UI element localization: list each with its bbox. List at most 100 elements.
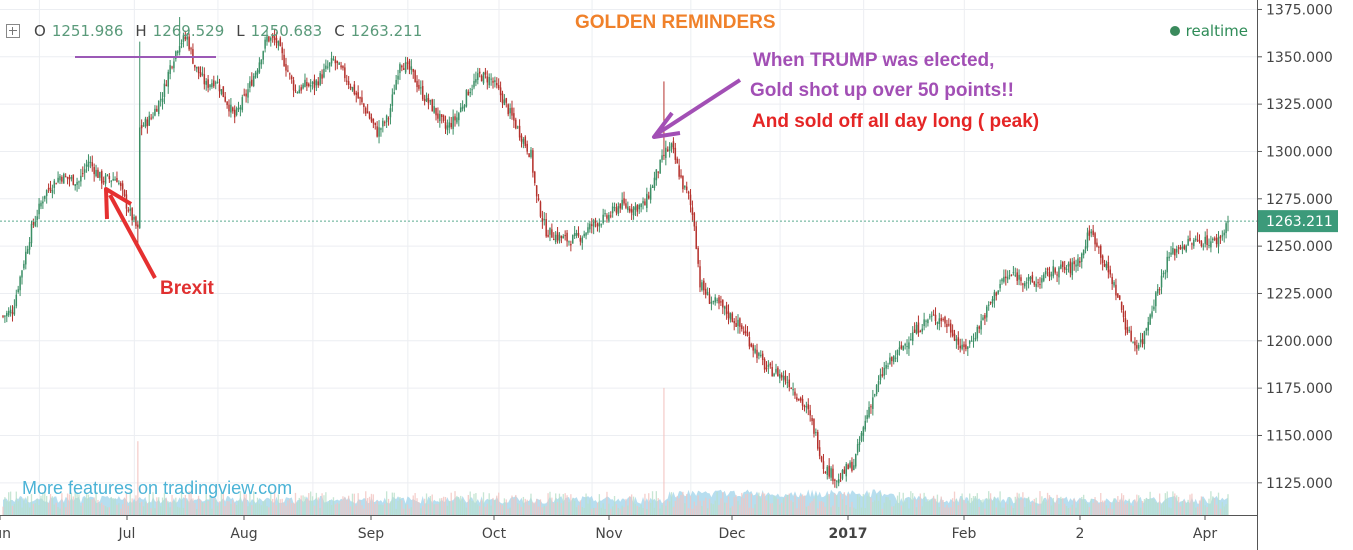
volume-bar	[644, 493, 646, 515]
volume-bar	[477, 504, 479, 515]
candle-body	[936, 321, 939, 324]
candle-body	[176, 51, 179, 54]
volume-bar	[894, 503, 897, 515]
volume-bar	[1094, 497, 1096, 515]
candle-body	[799, 397, 802, 401]
volume-bar	[228, 501, 230, 515]
candle-body	[615, 207, 618, 213]
volume-bar	[522, 496, 525, 515]
volume-bar	[1086, 503, 1089, 515]
candle-body	[264, 39, 266, 49]
volume-bar	[272, 498, 274, 515]
candle-body	[359, 97, 361, 99]
volume-bar	[762, 492, 764, 515]
candle-body	[919, 331, 922, 333]
candle-body	[501, 93, 504, 104]
volume-bar	[915, 507, 918, 515]
volume-bar	[1145, 497, 1147, 515]
candle-body	[790, 388, 792, 390]
price-tick-label: 1250.000	[1266, 239, 1333, 255]
volume-bar	[843, 492, 846, 515]
candle-body	[657, 171, 659, 173]
volume-bar	[499, 504, 502, 515]
candle-body	[471, 89, 473, 91]
volume-bar	[562, 494, 564, 515]
candle-body	[296, 92, 299, 94]
volume-bar	[1200, 496, 1203, 515]
candle-body	[948, 324, 950, 326]
volume-bar	[866, 495, 868, 515]
price-axis[interactable]: 1375.000 1350.000 1325.000 1300.000 1275.000…	[1257, 0, 1353, 550]
candle-body	[1012, 272, 1015, 274]
volume-bar	[1176, 495, 1178, 515]
volume-bar	[1079, 499, 1081, 515]
volume-bar	[342, 496, 344, 515]
candle-body	[1073, 261, 1075, 265]
volume-bar	[619, 508, 621, 515]
last-price-label: 1263.211	[1258, 210, 1338, 233]
candle-body	[877, 381, 880, 385]
candle-body	[1193, 239, 1195, 247]
candle-body	[986, 306, 988, 318]
candle-body	[744, 330, 747, 334]
time-tick-label: Apr	[1193, 526, 1217, 542]
volume-bar	[824, 506, 827, 515]
plus-icon[interactable]	[6, 24, 20, 38]
time-axis[interactable]: Jun Jul Aug Sep Oct Nov Dec 2017 Feb 2 Apr	[0, 515, 1257, 550]
volume-bar	[629, 496, 631, 515]
volume-bar	[773, 495, 775, 515]
volume-bar	[496, 495, 498, 515]
volume-bar	[889, 500, 891, 515]
candle-body	[1103, 263, 1106, 267]
volume-bar	[494, 499, 496, 515]
volume-bar	[385, 491, 388, 515]
volume-bar	[1122, 495, 1125, 515]
candle-body	[127, 209, 130, 212]
volume-bar	[1132, 506, 1134, 515]
volume-bar	[680, 494, 682, 515]
volume-bar	[560, 503, 563, 515]
candle-body	[649, 187, 652, 200]
candle-body	[156, 108, 158, 112]
volume-bar	[600, 507, 602, 515]
candle-body	[11, 312, 14, 315]
candle-body	[108, 176, 111, 180]
volume-bar	[695, 505, 697, 515]
candle-body	[1008, 275, 1011, 277]
candle-body	[383, 122, 386, 124]
volume-bar	[420, 508, 422, 515]
candle-body	[45, 190, 48, 197]
candle-body	[1096, 242, 1098, 247]
candle-body	[355, 92, 358, 95]
candle-body	[860, 433, 863, 441]
volume-bar	[1012, 508, 1015, 515]
candle-body	[456, 117, 458, 123]
candle-body	[773, 373, 775, 377]
candle-body	[224, 96, 226, 102]
candle-body	[1027, 277, 1030, 282]
candle-body	[691, 207, 694, 215]
volume-bar	[1198, 500, 1201, 515]
volume-bar	[856, 494, 859, 515]
candle-body	[845, 464, 848, 477]
candle-body	[1090, 231, 1093, 234]
volume-bar	[163, 492, 166, 515]
candle-body	[287, 70, 289, 72]
volume-bar	[942, 500, 944, 515]
candle-body	[28, 242, 31, 250]
volume-bar	[235, 505, 238, 515]
candle-body	[433, 106, 435, 113]
volume-bar	[106, 507, 109, 515]
candle-body	[602, 214, 604, 224]
volume-bar	[663, 387, 665, 515]
volume-bar	[99, 503, 101, 515]
candle-body	[1077, 258, 1079, 267]
candle-body	[1005, 276, 1007, 279]
tradingview-watermark[interactable]: More features on tradingview.com	[22, 478, 293, 498]
volume-bar	[589, 499, 591, 515]
volume-bar	[473, 493, 475, 515]
candle-body	[382, 120, 384, 127]
candle-body	[61, 176, 63, 182]
candle-body	[429, 100, 432, 102]
